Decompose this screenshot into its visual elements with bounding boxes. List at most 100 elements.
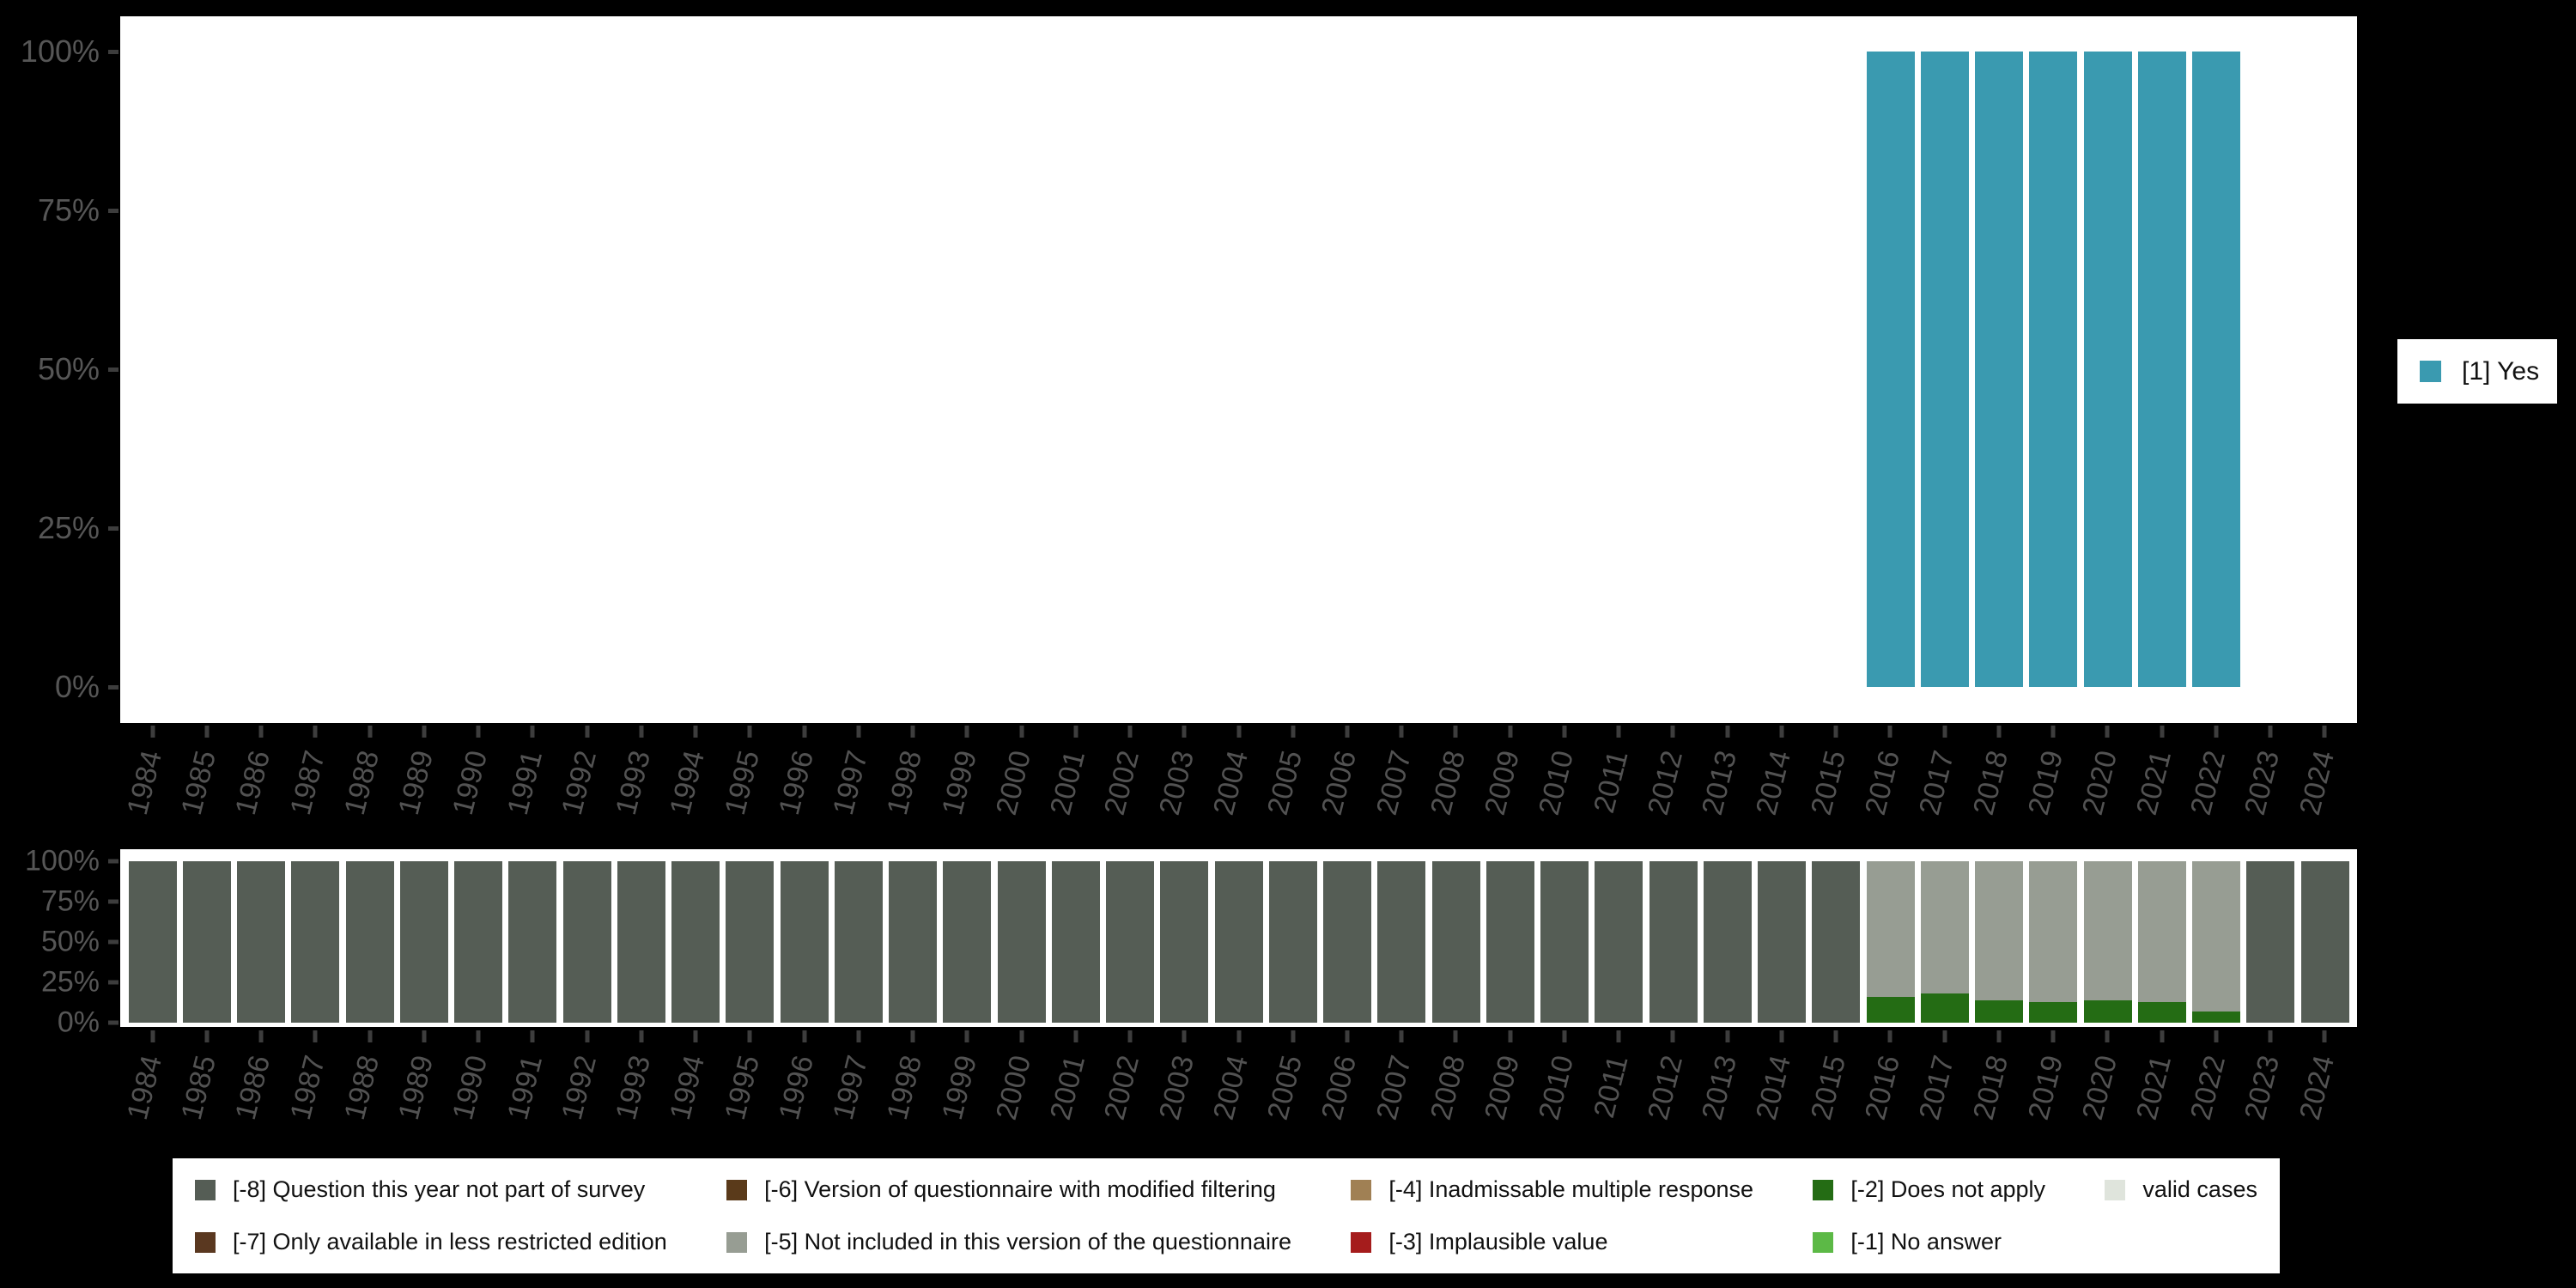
x-tick-2012 xyxy=(1670,1030,1675,1042)
legend-swatch-4-inadmissable-multiple-response xyxy=(1351,1179,1372,1200)
bar-2023-question-not-part-of-survey xyxy=(2246,861,2295,1023)
x-tick-2004 xyxy=(1236,1030,1241,1042)
x-label-text-2001: 2001 xyxy=(1044,1052,1092,1123)
y-tick-label: 25% xyxy=(37,510,100,545)
x-label-text-2019: 2019 xyxy=(2021,747,2069,818)
x-label-text-1985: 1985 xyxy=(175,1052,223,1123)
bar-slot-1998 xyxy=(886,861,940,1023)
x-label-text-2019: 2019 xyxy=(2021,1052,2069,1123)
x-label-text-2005: 2005 xyxy=(1261,747,1309,818)
x-label-text-2011: 2011 xyxy=(1588,1052,1635,1121)
x-label-text-2020: 2020 xyxy=(2075,1052,2123,1123)
x-tick-2023 xyxy=(2268,726,2273,738)
x-tick-2006 xyxy=(1345,1030,1350,1042)
x-tick-2016 xyxy=(1887,726,1893,738)
x-label-text-2015: 2015 xyxy=(1804,747,1852,818)
y-tick-label: 0% xyxy=(57,1005,100,1039)
bar-2004-question-not-part-of-survey xyxy=(1214,861,1263,1023)
x-label-text-2012: 2012 xyxy=(1641,1052,1689,1123)
x-tick-2020 xyxy=(2105,726,2110,738)
legend-swatch-7-only-available-in-less-restricted-edition xyxy=(195,1231,216,1253)
y-tick-mark xyxy=(108,939,118,945)
bar-2011-question-not-part-of-survey xyxy=(1595,861,1643,1023)
bar-1984-question-not-part-of-survey xyxy=(128,861,177,1023)
bar-2008-question-not-part-of-survey xyxy=(1431,861,1480,1023)
bar-slot-1995 xyxy=(723,52,777,687)
x-label-text-1994: 1994 xyxy=(664,1052,712,1123)
x-label-text-2007: 2007 xyxy=(1370,1052,1418,1123)
bar-slot-2001 xyxy=(1048,861,1103,1023)
bar-slot-1987 xyxy=(289,861,343,1023)
x-label-text-2009: 2009 xyxy=(1478,1052,1527,1123)
x-tick-2011 xyxy=(1616,726,1621,738)
x-label-text-2023: 2023 xyxy=(2239,747,2287,818)
x-tick-1987 xyxy=(313,1030,318,1042)
legend-item-3-implausible-value: [-3] Implausible value xyxy=(1351,1229,1753,1255)
x-tick-1993 xyxy=(639,726,644,738)
bar-slot-2007 xyxy=(1375,861,1429,1023)
bottom-chart-x-ticks xyxy=(125,1030,2352,1042)
legend-swatch-8-question-this-year-not-part-of-survey xyxy=(195,1179,216,1200)
bar-slot-2009 xyxy=(1483,861,1537,1023)
y-tick-mark xyxy=(108,859,118,864)
y-tick-mark xyxy=(108,1020,118,1025)
bar-slot-1985 xyxy=(179,861,234,1023)
bar-2015-question-not-part-of-survey xyxy=(1812,861,1861,1023)
bar-2012-question-not-part-of-survey xyxy=(1649,861,1698,1023)
x-label-text-2022: 2022 xyxy=(2184,747,2233,818)
bar-2007-question-not-part-of-survey xyxy=(1377,861,1426,1023)
bar-slot-2014 xyxy=(1755,861,1809,1023)
bar-slot-2024 xyxy=(2298,861,2352,1023)
bar-slot-2012 xyxy=(1646,52,1700,687)
x-label-text-2006: 2006 xyxy=(1315,1052,1364,1123)
bar-2022-does-not-apply xyxy=(2192,1011,2241,1023)
x-label-text-2020: 2020 xyxy=(2075,747,2123,818)
x-label-text-1985: 1985 xyxy=(175,747,223,818)
bar-slot-1994 xyxy=(669,861,723,1023)
legend-swatch-3-implausible-value xyxy=(1351,1231,1372,1253)
x-tick-2015 xyxy=(1833,1030,1838,1042)
x-tick-2024 xyxy=(2322,1030,2327,1042)
missing-codes-legend: [-8] Question this year not part of surv… xyxy=(173,1158,2280,1273)
y-tick-75pct: 75% xyxy=(41,885,118,919)
x-label-text-1992: 1992 xyxy=(555,747,603,818)
x-label-text-2008: 2008 xyxy=(1424,747,1472,818)
x-label-text-2003: 2003 xyxy=(1152,747,1200,818)
x-label-text-2000: 2000 xyxy=(989,1052,1037,1123)
x-tick-1990 xyxy=(476,1030,481,1042)
x-label-text-2010: 2010 xyxy=(1533,1052,1581,1123)
x-tick-1993 xyxy=(639,1030,644,1042)
x-tick-2021 xyxy=(2160,726,2165,738)
y-tick-mark xyxy=(108,367,118,372)
x-tick-2011 xyxy=(1616,1030,1621,1042)
x-tick-2005 xyxy=(1291,726,1296,738)
x-label-text-1995: 1995 xyxy=(718,1052,766,1123)
bar-slot-1999 xyxy=(940,861,994,1023)
bar-slot-2016 xyxy=(1863,861,1917,1023)
bar-slot-2000 xyxy=(994,861,1048,1023)
bar-slot-1984 xyxy=(125,52,179,687)
x-tick-1985 xyxy=(204,726,210,738)
bar-2009-question-not-part-of-survey xyxy=(1485,861,1534,1023)
x-tick-1995 xyxy=(747,726,752,738)
bar-slot-2017 xyxy=(1917,52,1971,687)
bar-slot-2013 xyxy=(1700,861,1754,1023)
bar-slot-2013 xyxy=(1700,52,1754,687)
x-label-text-1984: 1984 xyxy=(120,1052,169,1123)
x-label-text-1997: 1997 xyxy=(827,747,875,818)
x-tick-2021 xyxy=(2160,1030,2165,1042)
bar-1993-question-not-part-of-survey xyxy=(617,861,665,1023)
top-chart-x-ticks xyxy=(125,726,2352,738)
y-tick-mark xyxy=(108,684,118,690)
y-tick-25pct: 25% xyxy=(41,966,118,999)
x-tick-2017 xyxy=(1942,726,1947,738)
x-label-text-2016: 2016 xyxy=(1858,747,1906,818)
bar-slot-1993 xyxy=(614,861,668,1023)
x-label-text-2014: 2014 xyxy=(1750,747,1798,818)
x-label-text-1987: 1987 xyxy=(283,747,331,818)
x-tick-2013 xyxy=(1725,726,1730,738)
x-label-text-1994: 1994 xyxy=(664,747,712,818)
bar-2020-not-included-in-version xyxy=(2083,861,2132,1000)
bar-2000-question-not-part-of-survey xyxy=(997,861,1046,1023)
bar-slot-2011 xyxy=(1592,52,1646,687)
